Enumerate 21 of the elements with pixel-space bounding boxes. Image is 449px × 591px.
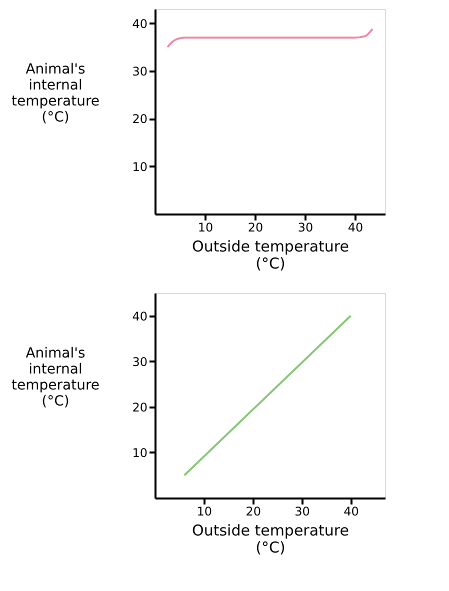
y-tick-label: 20 <box>132 400 148 414</box>
line-series <box>166 28 374 48</box>
y-axis-title: Animal's internal temperature (°C) <box>12 62 100 126</box>
y-tick-label: 10 <box>132 160 148 174</box>
x-tick-label: 40 <box>348 220 364 234</box>
x-tick-label: 30 <box>298 220 314 234</box>
x-tick-label: 10 <box>198 220 214 234</box>
y-tick-label: 30 <box>132 354 148 369</box>
x-axis-title: Outside temperature (°C) <box>192 238 349 272</box>
x-tick-label: 20 <box>248 220 264 234</box>
y-tick-label: 40 <box>132 309 148 324</box>
y-tick-label: 10 <box>132 446 148 460</box>
x-tick-label: 10 <box>196 504 212 518</box>
x-tick-label: 20 <box>246 504 262 518</box>
x-tick-label: 30 <box>294 504 310 518</box>
x-tick-label: 40 <box>344 504 359 518</box>
x-axis-title: Outside temperature (°C) <box>192 522 349 556</box>
y-tick-label: 40 <box>132 16 148 31</box>
y-tick-label: 20 <box>132 112 148 126</box>
y-tick-label: 30 <box>132 64 148 78</box>
y-axis-title: Animal's internal temperature (°C) <box>12 346 100 410</box>
